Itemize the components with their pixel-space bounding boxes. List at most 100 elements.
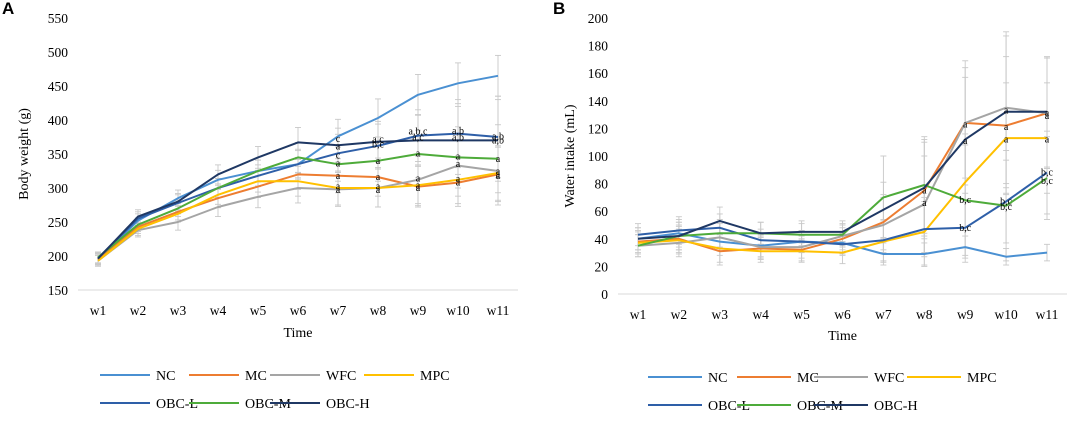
- panel-a-significance-label: a: [336, 171, 341, 182]
- panel-a-x-tick-label: w2: [130, 303, 147, 318]
- panel-b-y-tick-label: 60: [595, 204, 609, 219]
- panel-a-y-tick-label: 200: [48, 249, 69, 264]
- panel-a-y-tick-label: 300: [48, 181, 69, 196]
- panel-a-significance-label: a: [416, 148, 421, 159]
- panel-b-y-tick-label: 20: [595, 259, 609, 274]
- panel-a-significance-label: a: [376, 156, 381, 167]
- panel-b-x-ticks: w1 w2 w3 w4 w5 w6 w7 w8 w9 w10 w11: [630, 307, 1059, 322]
- panel-a-significance-label: a: [456, 174, 461, 185]
- panel-b-series-wfc: [637, 106, 1048, 249]
- panel-b-series-mpc: [637, 137, 1047, 254]
- panel-a-significance-label: a: [456, 152, 461, 163]
- panel-a-legend-label: OBC-H: [326, 397, 370, 412]
- panel-a-significance-label: a: [376, 172, 381, 183]
- panel-a-significance-label: a: [456, 159, 461, 170]
- panel-a-significance-labels: cacaaaaa,cb,caaaaa,b,ca,caaaaa,ba,baaaaa…: [336, 126, 504, 196]
- panel-b-y-ticks: 0 20 40 60 80 100 120 140 160 180 200: [588, 11, 609, 302]
- panel-b-x-tick-label: w5: [793, 307, 810, 322]
- panel-b-x-tick-label: w1: [630, 307, 647, 322]
- panel-a-series-obc-l: [97, 132, 499, 259]
- panel-a-significance-label: b,c: [372, 139, 385, 150]
- panel-a-x-tick-label: w5: [250, 303, 267, 318]
- panel-a-legend: NC MC WFC MPC OBC-L OBC-M OBC-H: [100, 369, 450, 412]
- panel-b-y-tick-label: 160: [588, 66, 609, 81]
- panel-b-series-obc-m: [637, 177, 1048, 247]
- panel-a-y-ticks: 150 200 250 300 350 400 450 500 550: [48, 11, 69, 298]
- panel-b-x-tick-label: w4: [752, 307, 769, 322]
- panel-b-x-tick-label: w7: [875, 307, 892, 322]
- panel-a-significance-label: a: [336, 185, 341, 196]
- panel-b-legend-label: WFC: [874, 371, 904, 386]
- panel-b-x-tick-label: w8: [916, 307, 933, 322]
- panel-b-y-axis-title: Water intake (mL): [563, 104, 578, 207]
- panel-b-y-tick-label: 140: [588, 94, 609, 109]
- panel-b-significance-label: a: [922, 198, 927, 209]
- panel-a-series-mc: [97, 173, 499, 261]
- panel-a-y-tick-label: 400: [48, 113, 69, 128]
- panel-b-significance-label: b,c: [1041, 176, 1054, 187]
- panel-b-legend-label: MPC: [967, 371, 997, 386]
- panel-b-x-axis-title: Time: [828, 329, 857, 344]
- panel-a-legend-label: NC: [156, 369, 175, 384]
- panel-b-y-tick-label: 80: [595, 177, 609, 192]
- panel-a-legend-label: WFC: [326, 369, 356, 384]
- panel-b-legend-label: MC: [797, 371, 819, 386]
- panel-a-y-axis-title: Body weight (g): [17, 108, 32, 200]
- panel-a-significance-label: a: [416, 180, 421, 191]
- panel-a-y-tick-label: 550: [48, 11, 69, 26]
- panel-a-legend-label: MPC: [420, 369, 450, 384]
- panel-a-x-tick-label: w9: [410, 303, 427, 318]
- panel-b-label: B: [553, 0, 565, 18]
- panel-a-x-axis-title: Time: [283, 326, 312, 341]
- panel-a-significance-label: c: [336, 134, 341, 145]
- panel-a-legend-label: OBC-L: [156, 397, 198, 412]
- panel-a-x-tick-label: w1: [90, 303, 107, 318]
- panel-b-legend-label: OBC-M: [797, 399, 843, 414]
- panel-a-significance-label: c: [336, 150, 341, 161]
- panel-a-significance-label: a: [336, 142, 341, 153]
- panel-a-x-tick-label: w7: [330, 303, 347, 318]
- panel-a-y-tick-label: 450: [48, 79, 69, 94]
- panel-b-significance-label: a: [1004, 122, 1009, 133]
- panel-a-x-tick-label: w4: [210, 303, 227, 318]
- panel-b-significance-label: a: [1045, 111, 1050, 122]
- panel-b-series-obc-l: [637, 171, 1048, 246]
- panel-a-significance-label: a,c: [412, 133, 424, 144]
- panel-a-series-obc-m: [97, 153, 499, 259]
- panel-a-x-tick-label: w10: [446, 303, 469, 318]
- panel-a-significance-label: a,b: [492, 131, 504, 142]
- panel-a-significance-label: a,b: [452, 126, 464, 137]
- panel-a-significance-label: a: [336, 182, 341, 193]
- panel-b-x-tick-label: w11: [1036, 307, 1059, 322]
- panel-a-x-tick-label: w6: [290, 303, 307, 318]
- panel-b-y-tick-label: 120: [588, 121, 609, 136]
- panel-a-significance-label: a: [496, 154, 501, 165]
- panel-b-significance-label: a: [963, 119, 968, 130]
- panel-a-x-tick-label: w8: [370, 303, 387, 318]
- panel-b-significance-label: a: [1004, 105, 1009, 116]
- panel-a: A 150 200 250 300 350 400 450 500 550 w1 w2 w3 w4 w5…: [2, 0, 518, 412]
- panel-a-significance-label: a: [416, 173, 421, 184]
- panel-b-series-obc-h: [637, 110, 1047, 240]
- panel-a-legend-label: OBC-M: [245, 397, 291, 412]
- panel-a-series-lines: [97, 74, 499, 262]
- panel-a-significance-label: a,b: [492, 135, 504, 146]
- panel-b-series-lines: [637, 106, 1048, 258]
- panel-b-x-tick-label: w9: [957, 307, 974, 322]
- panel-a-significance-label: a: [336, 159, 341, 170]
- panel-a-x-ticks: w1 w2 w3 w4 w5 w6 w7 w8 w9 w10 w11: [90, 303, 510, 318]
- panel-b-legend-label: NC: [708, 371, 727, 386]
- panel-a-y-tick-label: 350: [48, 147, 69, 162]
- panel-b-significance-label: b,c: [959, 195, 972, 206]
- panel-a-significance-label: a: [496, 169, 501, 180]
- panel-b-y-tick-label: 180: [588, 39, 609, 54]
- panel-a-legend-label: MC: [245, 369, 267, 384]
- panel-b-x-tick-label: w3: [712, 307, 729, 322]
- panel-a-significance-label: a: [376, 182, 381, 193]
- panel-a-series-obc-h: [97, 139, 498, 260]
- panel-b-legend: NC MC WFC MPC OBC-L OBC-M OBC-H: [648, 371, 997, 414]
- panel-a-y-tick-label: 500: [48, 45, 69, 60]
- panel-b: B 0 20 40 60 80 100 120 140 160 180 200 w1 w2 w3 w4 w5…: [553, 0, 1067, 414]
